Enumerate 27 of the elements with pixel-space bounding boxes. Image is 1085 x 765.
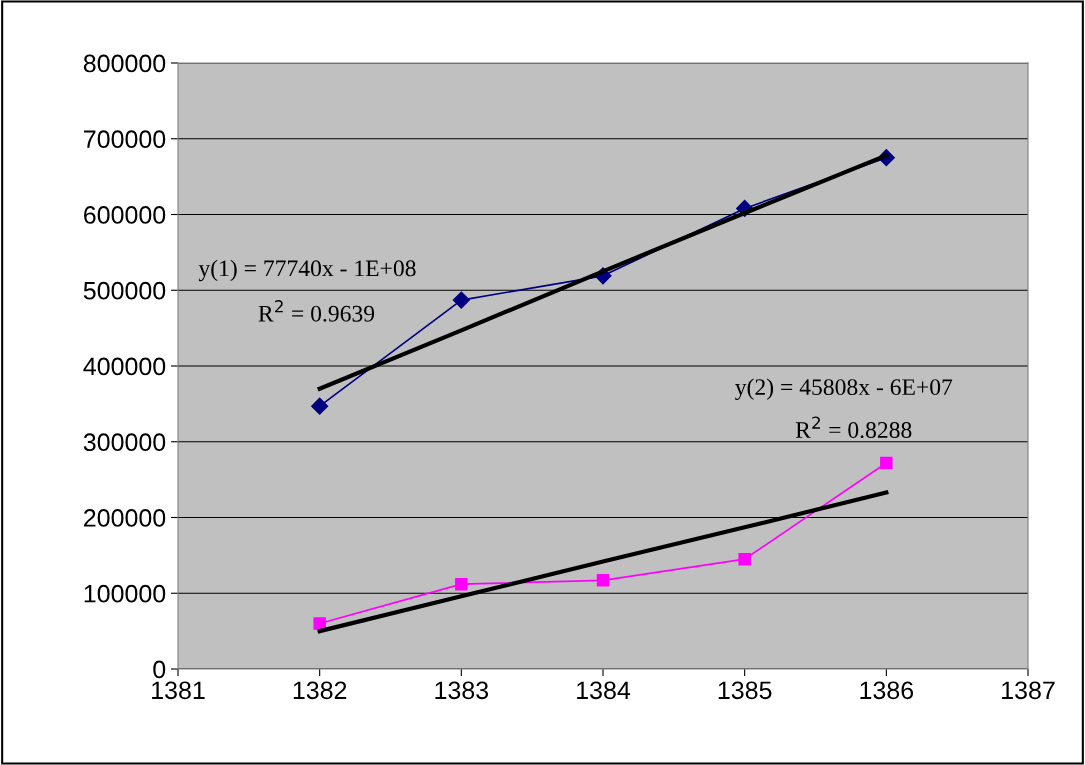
point bbox=[738, 552, 751, 566]
annotation: R$^{2}$ = 0.8288 bbox=[795, 416, 912, 439]
x-tick-label: 1384 bbox=[577, 681, 631, 700]
annotation: y(2) = 45808x - 6E+07 bbox=[735, 378, 953, 400]
y-tick-label: 200000 bbox=[84, 509, 166, 527]
y-tick-label: 600000 bbox=[84, 206, 166, 224]
x-tick-label: 1383 bbox=[435, 681, 489, 700]
y-tick-label: 400000 bbox=[83, 357, 166, 376]
point bbox=[880, 456, 893, 470]
x-tick-label: 1381 bbox=[152, 681, 205, 700]
y-tick-label: 800000 bbox=[83, 54, 166, 73]
y-tick-label: 0 bbox=[153, 660, 166, 679]
x-tick-label: 1387 bbox=[1002, 681, 1055, 700]
x-tick-label: 1385 bbox=[718, 681, 772, 700]
annotation: y(1) = 77740x - 1E+08 bbox=[198, 259, 416, 282]
x-tick-label: 1386 bbox=[860, 681, 914, 700]
point bbox=[313, 617, 326, 630]
y-tick-label: 100000 bbox=[84, 584, 166, 603]
y-tick-label: 500000 bbox=[83, 281, 166, 300]
point bbox=[311, 397, 329, 415]
point bbox=[452, 291, 470, 309]
x-tick-label: 1382 bbox=[293, 681, 347, 700]
y-tick-label: 300000 bbox=[83, 433, 166, 452]
y-tick-label: 700000 bbox=[84, 130, 166, 149]
point bbox=[455, 577, 468, 591]
point bbox=[596, 574, 610, 587]
annotation: R$^{2}$ = 0.9639 bbox=[258, 300, 375, 322]
